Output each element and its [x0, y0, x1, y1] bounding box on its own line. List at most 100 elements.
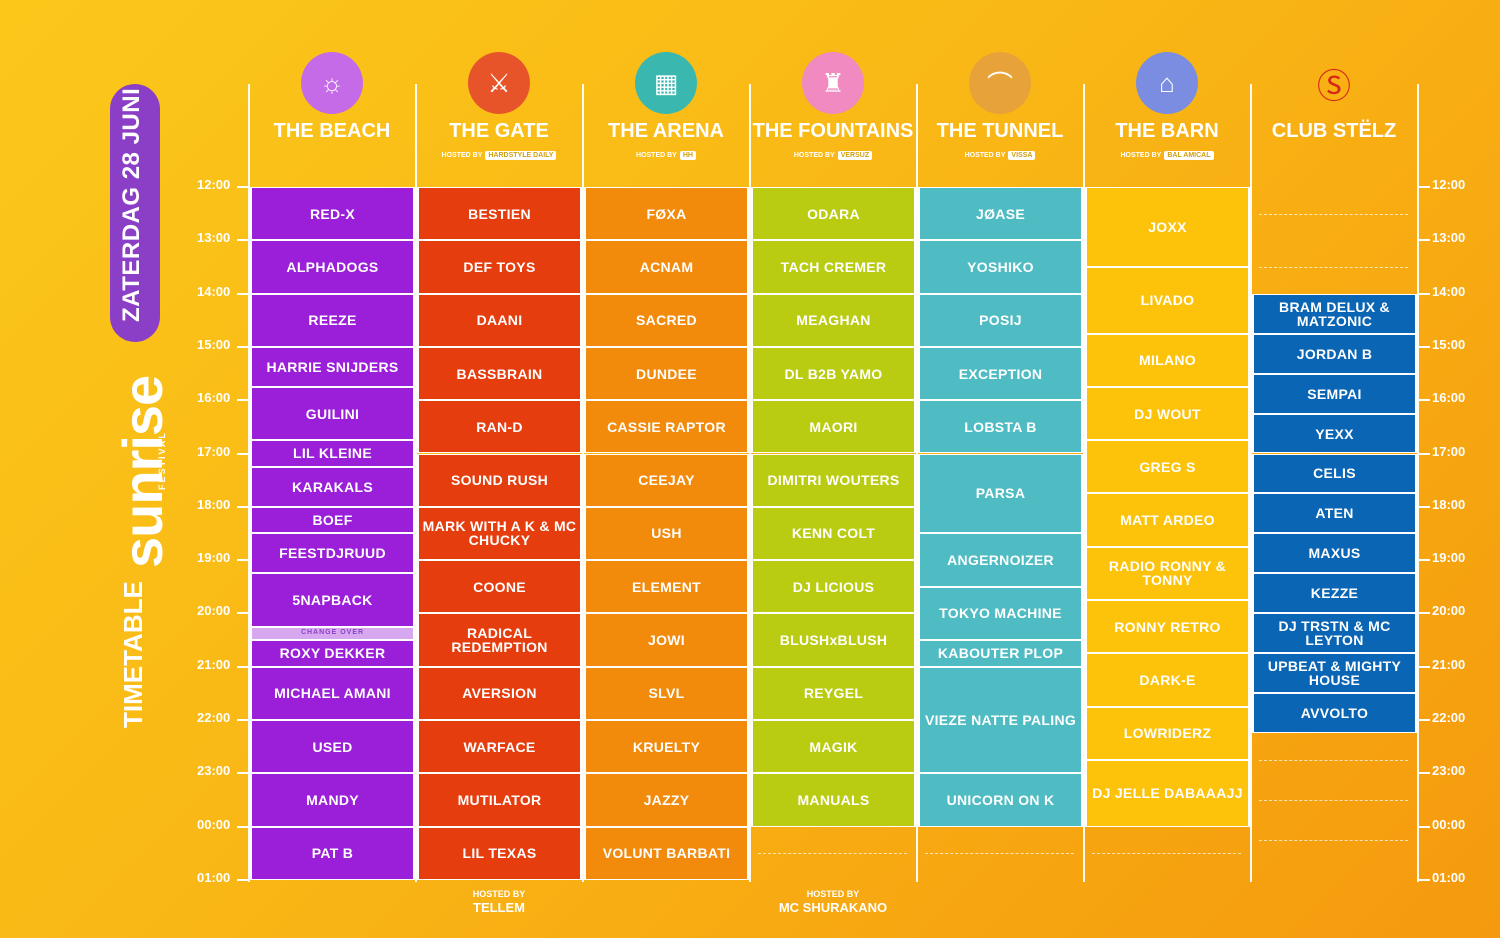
column-divider [1083, 84, 1085, 882]
set-slot[interactable]: MAORI [751, 400, 916, 454]
set-slot[interactable]: FEESTDJRUUD [250, 533, 415, 574]
set-slot[interactable]: BRAM DELUX & MATZONIC [1252, 293, 1417, 334]
time-tick-left [237, 878, 249, 881]
set-slot[interactable]: DAANI [417, 293, 582, 347]
set-slot[interactable]: YOSHIKO [918, 240, 1083, 294]
set-slot[interactable]: PARSA [918, 453, 1083, 534]
set-slot[interactable]: LIL TEXAS [417, 826, 582, 880]
set-slot[interactable]: DJ LICIOUS [751, 560, 916, 614]
set-slot[interactable]: DL B2B YAMO [751, 346, 916, 401]
set-slot[interactable]: ROXY DEKKER [250, 640, 415, 667]
set-slot[interactable]: DEF TOYS [417, 240, 582, 294]
set-slot[interactable]: MEAGHAN [751, 293, 916, 347]
set-slot[interactable]: VOLUNT BARBATI [584, 826, 749, 880]
set-slot[interactable]: BOEF [250, 506, 415, 534]
set-slot[interactable]: ANGERNOIZER [918, 533, 1083, 587]
set-slot[interactable]: MAXUS [1252, 533, 1417, 574]
set-slot[interactable]: BESTIEN [417, 187, 582, 241]
set-slot[interactable]: JORDAN B [1252, 333, 1417, 374]
stage-name: THE FOUNTAINS [752, 120, 914, 142]
set-slot[interactable]: DUNDEE [584, 346, 749, 401]
set-slot[interactable]: DJ WOUT [1085, 386, 1250, 441]
date-label: ZATERDAG 28 JUNI [118, 87, 145, 322]
set-slot[interactable]: GUILINI [250, 386, 415, 441]
set-slot[interactable]: DARK-E [1085, 653, 1250, 707]
set-slot[interactable]: YEXX [1252, 413, 1417, 454]
set-slot[interactable]: TACH CREMER [751, 240, 916, 294]
set-slot[interactable]: USED [250, 720, 415, 774]
set-slot[interactable]: SLVL [584, 666, 749, 720]
set-slot[interactable]: DJ TRSTN & MC LEYTON [1252, 613, 1417, 654]
set-slot[interactable]: WARFACE [417, 720, 582, 774]
set-slot[interactable]: LOWRIDERZ [1085, 706, 1250, 760]
set-slot[interactable]: HARRIE SNIJDERS [250, 346, 415, 387]
set-slot[interactable]: KABOUTER PLOP [918, 640, 1083, 667]
time-tick-left [237, 186, 249, 188]
set-slot[interactable]: UNICORN ON K [918, 773, 1083, 827]
set-slot[interactable]: REEZE [250, 293, 415, 347]
set-slot[interactable]: RONNY RETRO [1085, 600, 1250, 654]
empty-row [925, 853, 1074, 855]
time-tick-left [237, 239, 249, 242]
set-slot[interactable]: CELIS [1252, 453, 1417, 494]
set-slot[interactable]: JØASE [918, 187, 1083, 241]
set-slot[interactable]: UPBEAT & MIGHTY HOUSE [1252, 653, 1417, 694]
set-slot[interactable]: BLUSHxBLUSH [751, 613, 916, 667]
set-slot[interactable]: LIVADO [1085, 266, 1250, 334]
set-slot[interactable]: ACNAM [584, 240, 749, 294]
set-slot[interactable]: USH [584, 506, 749, 561]
set-slot[interactable]: ATEN [1252, 493, 1417, 534]
set-slot[interactable]: MICHAEL AMANI [250, 666, 415, 720]
set-slot[interactable]: DIMITRI WOUTERS [751, 453, 916, 507]
set-slot[interactable]: KARAKALS [250, 466, 415, 507]
set-slot[interactable]: AVVOLTO [1252, 693, 1417, 734]
set-slot[interactable]: RADICAL REDEMPTION [417, 613, 582, 667]
set-slot[interactable]: KEZZE [1252, 573, 1417, 614]
set-slot[interactable]: RADIO RONNY & TONNY [1085, 546, 1250, 601]
time-label-left: 23:00 [197, 763, 231, 779]
set-slot[interactable]: POSIJ [918, 293, 1083, 347]
set-slot[interactable]: VIEZE NATTE PALING [918, 666, 1083, 774]
set-slot[interactable]: JAZZY [584, 773, 749, 827]
set-slot[interactable]: KRUELTY [584, 720, 749, 774]
set-slot[interactable]: ODARA [751, 187, 916, 241]
set-slot[interactable]: MARK WITH A K & MC CHUCKY [417, 506, 582, 561]
set-slot[interactable]: CASSIE RAPTOR [584, 400, 749, 454]
set-slot[interactable]: SEMPAI [1252, 373, 1417, 414]
set-slot[interactable]: SACRED [584, 293, 749, 347]
set-slot[interactable]: 5NAPBACK [250, 573, 415, 627]
set-slot[interactable]: JOWI [584, 613, 749, 667]
set-slot[interactable]: GREG S [1085, 440, 1250, 494]
set-slot[interactable]: FØXA [584, 187, 749, 241]
set-slot[interactable]: MAGIK [751, 720, 916, 774]
set-slot[interactable]: TOKYO MACHINE [918, 586, 1083, 641]
set-slot[interactable]: JOXX [1085, 187, 1250, 267]
set-slot[interactable]: BASSBRAIN [417, 346, 582, 401]
time-label-left: 17:00 [197, 443, 231, 459]
set-slot[interactable]: RED-X [250, 187, 415, 241]
time-label-right: 23:00 [1432, 763, 1466, 779]
set-slot[interactable]: MANDY [250, 773, 415, 827]
set-slot[interactable]: ALPHADOGS [250, 240, 415, 294]
set-slot[interactable]: ELEMENT [584, 560, 749, 614]
set-slot[interactable]: AVERSION [417, 666, 582, 720]
time-tick-left [237, 825, 249, 828]
set-slot[interactable]: SOUND RUSH [417, 453, 582, 507]
set-slot[interactable]: DJ JELLE DABAAAJJ [1085, 759, 1250, 827]
set-slot[interactable]: MATT ARDEO [1085, 493, 1250, 547]
time-tick-right [1418, 505, 1430, 508]
host-logo: VISSA [1008, 151, 1036, 160]
set-slot[interactable]: KENN COLT [751, 506, 916, 561]
set-slot[interactable]: MUTILATOR [417, 773, 582, 827]
set-slot[interactable]: MILANO [1085, 333, 1250, 387]
set-slot[interactable]: LIL KLEINE [250, 440, 415, 467]
set-slot[interactable]: EXCEPTION [918, 346, 1083, 401]
set-slot[interactable]: RAN-D [417, 400, 582, 454]
set-slot[interactable]: LOBSTA B [918, 400, 1083, 454]
set-slot[interactable]: REYGEL [751, 666, 916, 720]
set-slot[interactable]: CEEJAY [584, 453, 749, 507]
set-slot[interactable]: PAT B [250, 826, 415, 880]
set-slot[interactable]: CHANGE OVER [250, 626, 415, 641]
set-slot[interactable]: COONE [417, 560, 582, 614]
set-slot[interactable]: MANUALS [751, 773, 916, 827]
